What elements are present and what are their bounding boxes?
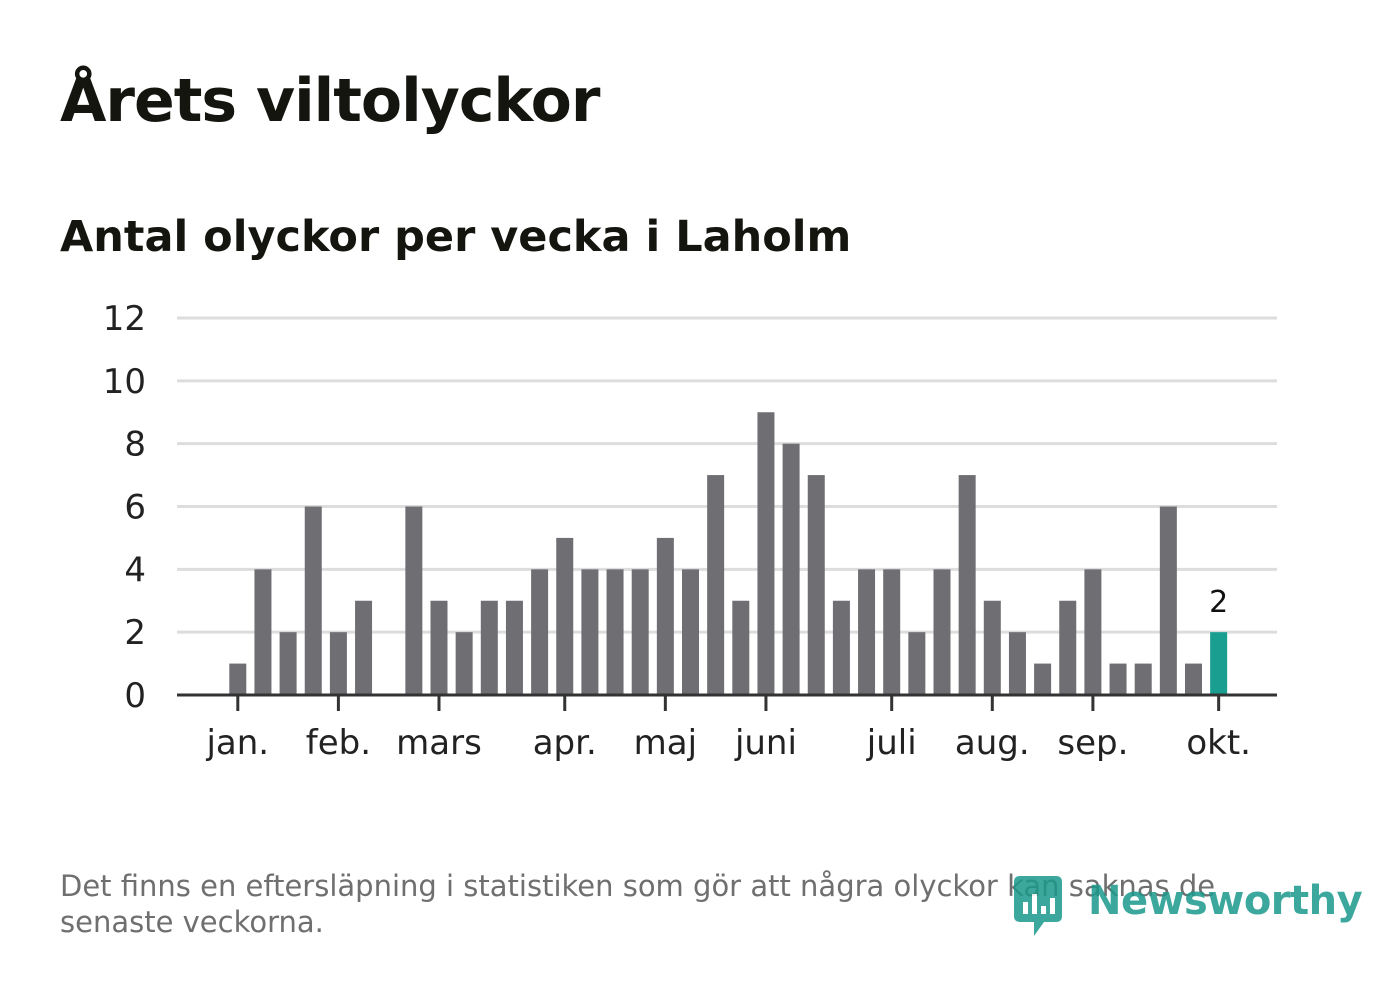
bar [1034, 663, 1052, 695]
newsworthy-logo-icon [1014, 876, 1062, 936]
chart-title: Årets viltolyckor [60, 66, 600, 136]
bar [1159, 506, 1177, 695]
y-tick-label: 12 [103, 299, 146, 339]
bar [983, 600, 1001, 695]
newsworthy-logo-text: Newsworthy [1088, 878, 1363, 924]
bar [1084, 569, 1102, 695]
y-tick-label: 8 [124, 425, 146, 465]
bar [832, 600, 850, 695]
bar [656, 537, 674, 695]
bar-highlighted [1210, 632, 1228, 695]
newsworthy-logo: Newsworthy [1010, 872, 1363, 942]
bar [732, 600, 750, 695]
x-tick-label: apr. [533, 723, 597, 763]
bar [858, 569, 876, 695]
bar [254, 569, 272, 695]
x-tick-label: sep. [1057, 723, 1128, 763]
bar [229, 663, 247, 695]
bar [1185, 663, 1202, 695]
bar [883, 569, 901, 695]
bar-value-label: 2 [1209, 585, 1228, 620]
bar [329, 632, 347, 695]
y-tick-label: 4 [124, 550, 146, 590]
bar [505, 600, 523, 695]
x-tick-label: juni [734, 723, 797, 763]
bar [405, 506, 423, 695]
x-tick-label: maj [634, 723, 697, 763]
bar [958, 475, 976, 695]
x-tick-label: mars [396, 723, 482, 763]
bar [430, 600, 448, 695]
chart-subtitle: Antal olyckor per vecka i Laholm [60, 212, 852, 262]
bar [606, 569, 624, 695]
bar [1109, 663, 1127, 695]
bar [682, 569, 699, 695]
bar [1008, 632, 1026, 695]
bar [455, 632, 473, 695]
bar [480, 600, 498, 695]
bar [556, 537, 574, 695]
x-tick-label: aug. [955, 723, 1030, 763]
y-tick-label: 10 [103, 362, 146, 402]
bar [581, 569, 599, 695]
bar [933, 569, 951, 695]
y-tick-label: 6 [124, 488, 146, 528]
x-tick-label: juli [866, 723, 917, 763]
bar [807, 475, 825, 695]
bar [707, 475, 725, 695]
bar [531, 569, 549, 695]
bar [1059, 600, 1077, 695]
y-tick-label: 0 [124, 676, 146, 716]
x-tick-label: okt. [1186, 723, 1251, 763]
y-tick-label: 2 [124, 613, 146, 653]
x-tick-label: jan. [205, 723, 269, 763]
bar [1134, 663, 1152, 695]
bar [631, 569, 649, 695]
bar [304, 506, 322, 695]
bar [757, 412, 775, 695]
bar [782, 443, 800, 695]
bar [908, 632, 926, 695]
bar [279, 632, 297, 695]
x-tick-label: feb. [306, 723, 371, 763]
bar [355, 600, 373, 695]
